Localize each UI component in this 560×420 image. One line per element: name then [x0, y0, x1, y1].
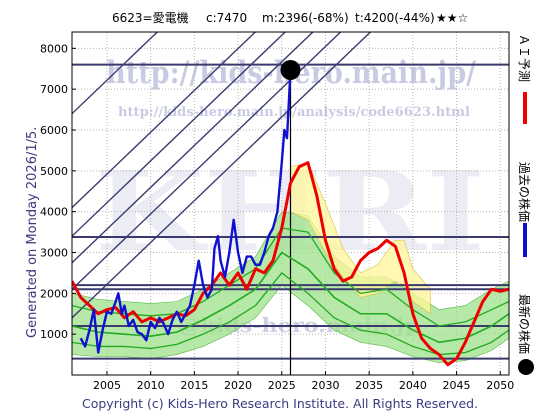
x-tick-label: 2045	[443, 379, 471, 392]
trend-channel-line	[72, 32, 314, 264]
legend-latest-label: 最新の株価	[517, 294, 532, 354]
trend-channel-line	[72, 32, 287, 237]
x-tick-label: 2040	[399, 379, 427, 392]
green-forecast-line-upper	[72, 227, 509, 327]
trend-channel-line	[72, 32, 257, 209]
x-tick-label: 2025	[268, 379, 296, 392]
legend-ai-label: ＡＩ予測	[517, 34, 531, 82]
header-m-value: m:2396(-68%)	[262, 11, 349, 25]
header-t-value: t:4200(-44%)	[355, 11, 435, 25]
series-layer	[72, 69, 509, 367]
green-forecast-line-lower	[72, 272, 509, 356]
x-tick-label: 2005	[93, 379, 121, 392]
header-current-price: c:7470	[206, 11, 247, 25]
y-tick-label: 7000	[40, 83, 68, 96]
y-tick-label: 6000	[40, 124, 68, 137]
legend-latest-dot	[518, 359, 534, 375]
x-tick-label: 2030	[311, 379, 339, 392]
legend-ai-swatch	[523, 92, 527, 124]
y-tick-label: 3000	[40, 247, 68, 260]
header-rating-stars: ★★☆	[436, 11, 468, 25]
legend: ＡＩ予測 過去の株価 最新の株価	[517, 34, 534, 375]
x-tick-label: 2050	[486, 379, 514, 392]
y-axis: 1000 2000 3000 4000 5000 6000 7000 8000	[40, 42, 76, 341]
latest-price-marker	[280, 59, 301, 80]
x-axis: 2005 2010 2015 2020 2025 2030 2035 2040 2045 2050	[93, 371, 514, 392]
x-tick-label: 2020	[224, 379, 252, 392]
y-tick-label: 2000	[40, 287, 68, 300]
y-tick-label: 4000	[40, 206, 68, 219]
x-tick-label: 2010	[137, 379, 165, 392]
ai-forecast-line	[72, 161, 509, 367]
past-price-line	[79, 69, 292, 354]
y-tick-label: 8000	[40, 42, 68, 55]
trend-channel-line	[72, 32, 159, 115]
plot-frame	[71, 31, 510, 376]
legend-past-label: 過去の株価	[517, 162, 532, 222]
header-code: 6623=愛電機	[112, 10, 189, 25]
x-tick-label: 2015	[180, 379, 208, 392]
y-tick-label: 5000	[40, 165, 68, 178]
legend-past-swatch	[523, 223, 527, 257]
x-tick-label: 2035	[355, 379, 383, 392]
copyright: Copyright (c) Kids-Hero Research Institu…	[82, 396, 478, 411]
y-tick-label: 1000	[40, 328, 68, 341]
marker-layer	[280, 59, 301, 80]
generated-date: Generated on Monday 2026/1/5.	[25, 127, 40, 338]
